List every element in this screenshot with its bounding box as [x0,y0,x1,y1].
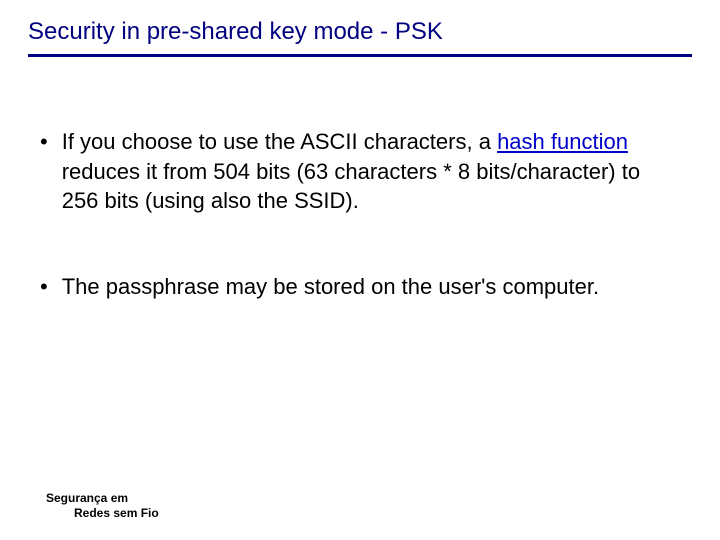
bullet-item: • If you choose to use the ASCII charact… [40,127,680,216]
content-area: • If you choose to use the ASCII charact… [0,57,720,302]
footer: Segurança em Redes sem Fio [46,491,159,522]
bullet-marker: • [40,127,48,216]
bullet-text-pre: If you choose to use the ASCII character… [62,129,497,154]
title-area: Security in pre-shared key mode - PSK [0,0,720,57]
bullet-text: If you choose to use the ASCII character… [62,127,680,216]
bullet-text-pre: The passphrase may be stored on the user… [62,274,599,299]
bullet-marker: • [40,272,48,302]
footer-line2: Redes sem Fio [46,506,159,522]
bullet-text: The passphrase may be stored on the user… [62,272,599,302]
bullet-item: • The passphrase may be stored on the us… [40,272,680,302]
footer-line1: Segurança em [46,491,159,507]
slide-title: Security in pre-shared key mode - PSK [28,18,692,54]
hash-function-link[interactable]: hash function [497,129,628,154]
bullet-text-post: reduces it from 504 bits (63 characters … [62,159,640,214]
